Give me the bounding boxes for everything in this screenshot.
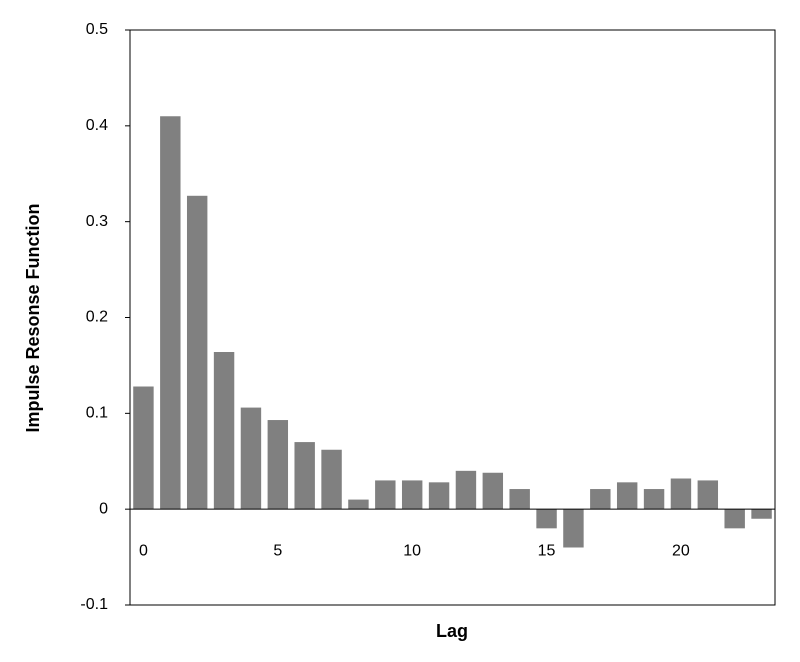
y-tick-label: 0.3 bbox=[86, 213, 108, 230]
y-tick-label: 0 bbox=[99, 500, 108, 517]
bar bbox=[482, 472, 504, 510]
bar bbox=[240, 407, 262, 510]
bar bbox=[160, 116, 181, 510]
x-axis-title: Lag bbox=[436, 621, 468, 641]
y-tick-label: 0.2 bbox=[86, 309, 108, 326]
bar bbox=[643, 489, 665, 510]
x-tick-label: 10 bbox=[403, 542, 421, 559]
y-tick-label: 0.1 bbox=[86, 405, 108, 422]
bar bbox=[213, 352, 235, 510]
bar bbox=[133, 386, 154, 510]
y-tick-label: -0.1 bbox=[80, 596, 108, 613]
bar bbox=[536, 509, 557, 529]
bar bbox=[590, 489, 611, 510]
bar bbox=[401, 480, 423, 510]
bar bbox=[509, 489, 530, 510]
x-tick-label: 15 bbox=[538, 542, 556, 559]
bar bbox=[697, 480, 719, 510]
x-tick-label: 5 bbox=[273, 542, 282, 559]
bar bbox=[321, 449, 342, 510]
bar bbox=[348, 499, 369, 510]
y-tick-label: 0.5 bbox=[86, 21, 108, 38]
x-tick-label: 20 bbox=[672, 542, 690, 559]
bar bbox=[724, 509, 745, 529]
bar bbox=[616, 482, 638, 510]
bar bbox=[267, 420, 289, 510]
bar bbox=[375, 480, 396, 510]
bar bbox=[294, 442, 315, 510]
bar bbox=[670, 478, 692, 510]
bar bbox=[563, 509, 584, 548]
bar bbox=[428, 482, 450, 510]
bar bbox=[751, 509, 772, 519]
y-axis-title: Impulse Resonse Function bbox=[23, 203, 43, 432]
y-tick-label: 0.4 bbox=[86, 117, 108, 134]
x-tick-label: 0 bbox=[139, 542, 148, 559]
bar bbox=[186, 195, 208, 510]
bar bbox=[455, 470, 477, 510]
plot-frame bbox=[129, 29, 776, 606]
